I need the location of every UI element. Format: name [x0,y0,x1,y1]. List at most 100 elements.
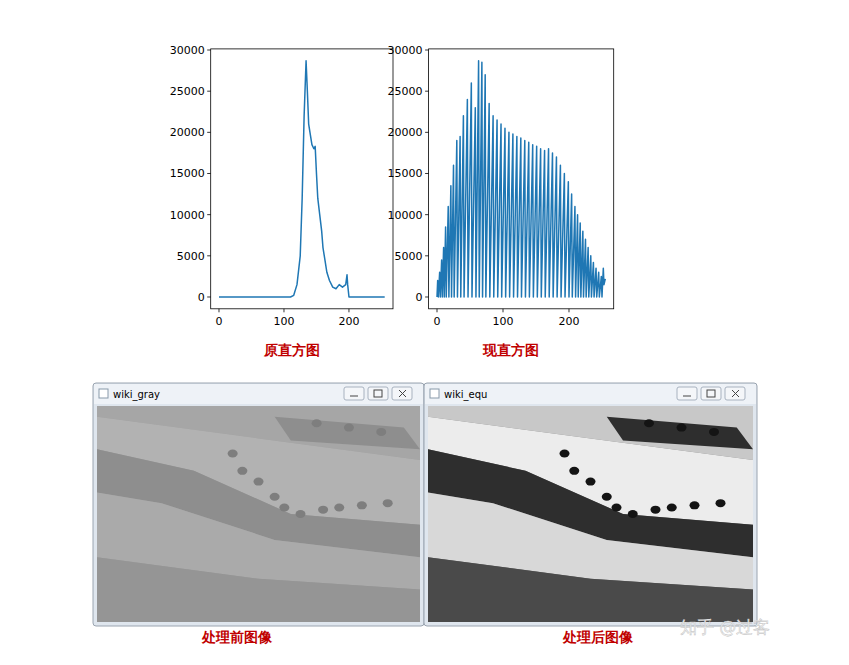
y-tick-label: 15000 [388,167,423,180]
tree [690,501,700,509]
y-tick [425,173,429,174]
x-tick [283,309,284,313]
window-button[interactable] [677,387,697,400]
y-tick [425,255,429,256]
window-button[interactable] [701,387,721,400]
window-title: wiki_equ [444,389,487,401]
button-glyph [683,396,691,397]
y-tick [425,50,429,51]
button-glyph [399,390,406,397]
tree [586,478,596,486]
tree [560,450,570,458]
y-tick-label: 0 [198,291,205,304]
tree [376,428,386,436]
tree [667,504,677,512]
y-tick [425,132,429,133]
image-window: wiki_gray [93,383,424,626]
window-button[interactable] [392,387,412,400]
window-icon [99,389,108,398]
page: 0100200050001000015000200002500030000原直方… [0,0,849,665]
tree [318,506,328,514]
photo [428,406,753,622]
tree [334,504,344,512]
button-glyph [350,396,358,397]
y-tick [425,91,429,92]
x-tick-label: 0 [215,315,222,328]
photo-region [275,417,420,449]
photo-region [97,557,420,622]
tree [383,499,393,507]
photo-region [607,417,753,449]
tree [651,506,661,514]
y-tick-label: 30000 [170,44,205,57]
tree [344,424,354,432]
x-tick-label: 100 [493,315,514,328]
x-tick [348,309,349,313]
axes-frame [429,49,614,309]
axes-frame [211,49,393,309]
image-window: wiki_equ [424,383,757,626]
y-tick-label: 10000 [388,209,423,222]
tree [612,504,622,512]
data-group [437,61,605,297]
histogram-chart: 0 100 200 0 5000 10000 15000 20000 25000 30000 现直方… [388,44,614,358]
tree [270,493,280,501]
window-button[interactable] [368,387,388,400]
y-tick [207,91,211,92]
x-tick [218,309,219,313]
plot-background [211,49,393,309]
tree [716,499,726,507]
window-frame [93,383,424,626]
window-icon [430,389,439,398]
x-tick-label: 200 [338,315,359,328]
y-tick-label: 10000 [170,209,205,222]
tree [569,467,579,475]
y-tick-label: 5000 [395,250,423,263]
histogram-line [437,61,605,297]
photo-base [97,406,420,622]
y-tick [207,173,211,174]
tree [602,493,612,501]
y-tick [207,296,211,297]
photo-region [428,557,753,622]
y-tick-label: 20000 [388,126,423,139]
y-tick-label: 25000 [170,85,205,98]
x-tick-label: 200 [558,315,579,328]
y-tick [425,214,429,215]
photo-base [428,406,753,622]
tree [312,419,322,427]
histogram-chart: 0100200050001000015000200002500030000原直方… [170,44,393,358]
window-button[interactable] [725,387,745,400]
x-tick [437,309,438,313]
y-tick [425,296,429,297]
y-tick-label: 25000 [388,85,423,98]
button-glyph [374,390,382,397]
tree [295,510,305,518]
tree [677,424,687,432]
title-bar [94,384,423,404]
button-glyph [707,390,715,397]
window-frame [424,383,757,626]
canvas: 0100200050001000015000200002500030000原直方… [0,0,849,665]
x-tick [503,309,504,313]
tree [628,510,638,518]
watermark: 知乎 @过客 [680,617,770,637]
chart-caption: 原直方图 [263,342,320,358]
y-tick-label: 0 [416,291,423,304]
tree [357,501,367,509]
photo [97,406,420,622]
histogram-line [219,61,385,297]
tree [228,450,238,458]
image-caption: 处理前图像 [201,629,273,645]
chart-caption: 现直方图 [482,342,539,358]
window-button[interactable] [344,387,364,400]
x-tick-label: 0 [434,315,441,328]
y-tick-label: 15000 [170,167,205,180]
image-caption: 处理后图像 [562,629,634,645]
tree [279,504,289,512]
plot-background [429,49,614,309]
y-tick-label: 30000 [388,44,423,57]
y-tick [207,214,211,215]
y-tick-label: 5000 [177,250,205,263]
tree [644,419,654,427]
